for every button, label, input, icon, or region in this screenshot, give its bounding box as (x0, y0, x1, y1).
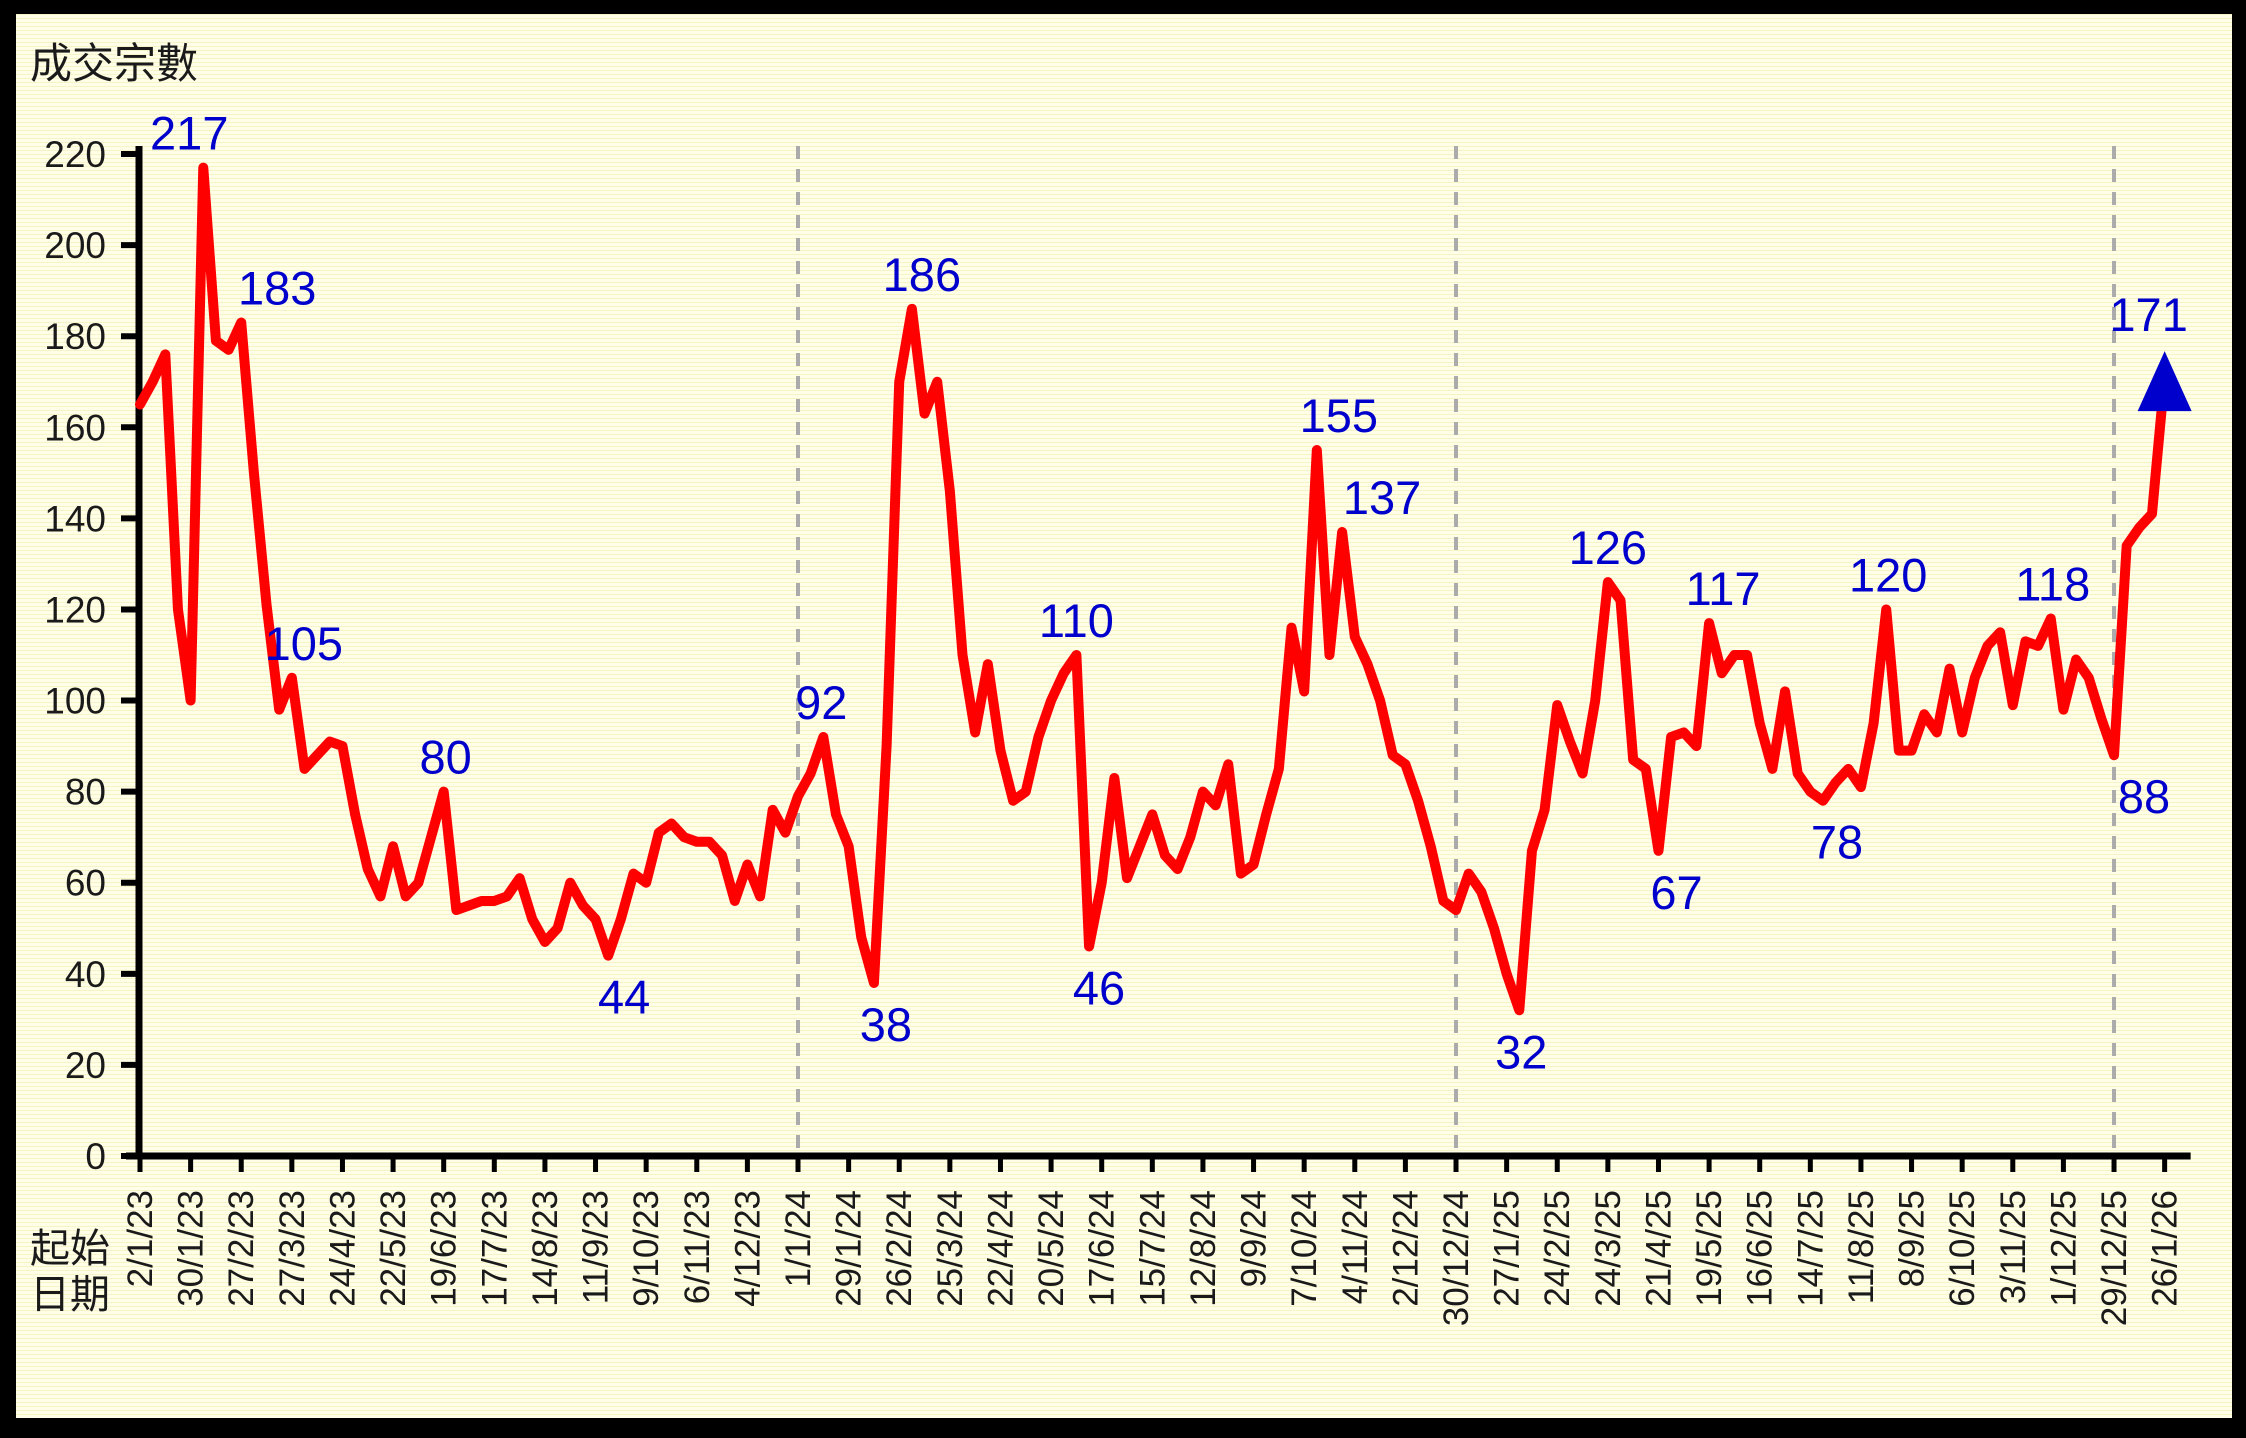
x-tick-label: 6/10/25 (1943, 1190, 1982, 1307)
point-label-117: 117 (1686, 562, 1761, 615)
x-tick-label: 20/5/24 (1032, 1190, 1071, 1307)
x-tick-label: 15/7/24 (1133, 1190, 1172, 1307)
x-tick-label: 1/1/24 (779, 1190, 818, 1287)
point-label-88: 88 (2118, 770, 2170, 823)
point-label-32: 32 (1495, 1025, 1547, 1078)
x-tick-label: 3/11/25 (1994, 1190, 2033, 1304)
x-tick-label: 17/6/24 (1083, 1190, 1122, 1307)
x-axis-title: 日期 (30, 1273, 110, 1317)
point-label-155: 155 (1300, 389, 1378, 442)
x-tick-label: 21/4/25 (1639, 1190, 1678, 1307)
y-tick-label: 120 (44, 589, 106, 630)
point-label-217: 217 (150, 107, 228, 160)
point-label-80: 80 (420, 731, 472, 784)
x-tick-label: 27/2/23 (222, 1190, 261, 1307)
chart-title: 成交宗數 (30, 40, 198, 87)
x-tick-label: 27/1/25 (1488, 1190, 1527, 1307)
x-tick-label: 25/3/24 (931, 1190, 970, 1307)
y-tick-label: 20 (65, 1045, 106, 1086)
point-label-67: 67 (1650, 866, 1702, 919)
y-tick-label: 220 (44, 134, 106, 175)
x-tick-label: 30/1/23 (172, 1190, 211, 1307)
x-tick-label: 30/12/24 (1437, 1190, 1476, 1326)
x-tick-label: 2/1/23 (121, 1190, 160, 1287)
x-tick-label: 26/2/24 (880, 1190, 919, 1307)
y-tick-label: 80 (65, 772, 106, 813)
point-label-44: 44 (598, 971, 650, 1024)
x-tick-label: 26/1/26 (2146, 1190, 2185, 1307)
x-axis-title: 起始 (30, 1227, 110, 1271)
x-tick-label: 16/6/25 (1741, 1190, 1780, 1307)
x-tick-label: 27/3/23 (273, 1190, 312, 1307)
x-tick-label: 12/8/24 (1184, 1190, 1223, 1307)
chart-canvas: 成交宗數 0 20 40 60 80 100 120 140 160 180 200 220 2/1/23… (16, 14, 2232, 1418)
y-tick-label: 0 (85, 1136, 106, 1177)
y-tick-label: 200 (44, 225, 106, 266)
y-tick-label: 40 (65, 954, 106, 995)
y-tick-label: 160 (44, 407, 106, 448)
x-tick-label: 24/2/25 (1538, 1190, 1577, 1307)
x-tick-label: 14/8/23 (526, 1190, 565, 1307)
transactions-line-chart: 成交宗數 0 20 40 60 80 100 120 140 160 180 200 220 2/1/23… (30, 40, 2192, 1326)
x-tick-label: 1/12/25 (2044, 1190, 2083, 1307)
point-label-118: 118 (2015, 558, 2090, 611)
x-tick-label: 4/11/24 (1336, 1190, 1375, 1304)
x-tick-label: 9/9/24 (1235, 1190, 1274, 1287)
end-up-arrow (2137, 351, 2192, 412)
point-label-137: 137 (1343, 471, 1421, 524)
point-label-186: 186 (883, 248, 961, 301)
x-tick-label: 24/3/25 (1589, 1190, 1628, 1307)
x-tick-label: 29/12/25 (2095, 1190, 2134, 1326)
point-label-105: 105 (265, 617, 343, 670)
x-tick-label: 19/5/25 (1690, 1190, 1729, 1307)
x-tick-label: 6/11/23 (678, 1190, 717, 1304)
y-tick-label: 140 (44, 498, 106, 539)
x-tick-label: 22/5/23 (374, 1190, 413, 1307)
x-tick-label: 19/6/23 (425, 1190, 464, 1307)
point-label-183: 183 (238, 262, 316, 315)
x-tick-label: 2/12/24 (1386, 1190, 1425, 1307)
point-label-171: 171 (2109, 288, 2187, 341)
x-tick-label: 29/1/24 (830, 1190, 869, 1307)
point-label-110: 110 (1039, 594, 1114, 647)
y-tick-label: 60 (65, 863, 106, 904)
point-label-78: 78 (1811, 816, 1863, 869)
x-tick-label: 7/10/24 (1285, 1190, 1324, 1307)
point-label-126: 126 (1569, 521, 1647, 574)
x-tick-label: 17/7/23 (475, 1190, 514, 1307)
x-tick-label: 9/10/23 (627, 1190, 666, 1307)
x-tick-label: 11/8/25 (1842, 1190, 1881, 1304)
x-tick-label: 8/9/25 (1893, 1190, 1932, 1287)
y-tick-label: 100 (44, 681, 106, 722)
point-label-92: 92 (795, 676, 847, 729)
point-label-120: 120 (1849, 548, 1927, 601)
x-tick-label: 22/4/24 (981, 1190, 1020, 1307)
x-tick-label: 24/4/23 (323, 1190, 362, 1307)
series-line (135, 162, 2170, 1016)
point-label-38: 38 (860, 998, 912, 1051)
x-tick-label: 4/12/23 (728, 1190, 767, 1307)
point-label-46: 46 (1073, 961, 1125, 1014)
x-tick-label: 11/9/23 (577, 1190, 616, 1304)
x-tick-label: 14/7/25 (1791, 1190, 1830, 1307)
y-tick-label: 180 (44, 316, 106, 357)
